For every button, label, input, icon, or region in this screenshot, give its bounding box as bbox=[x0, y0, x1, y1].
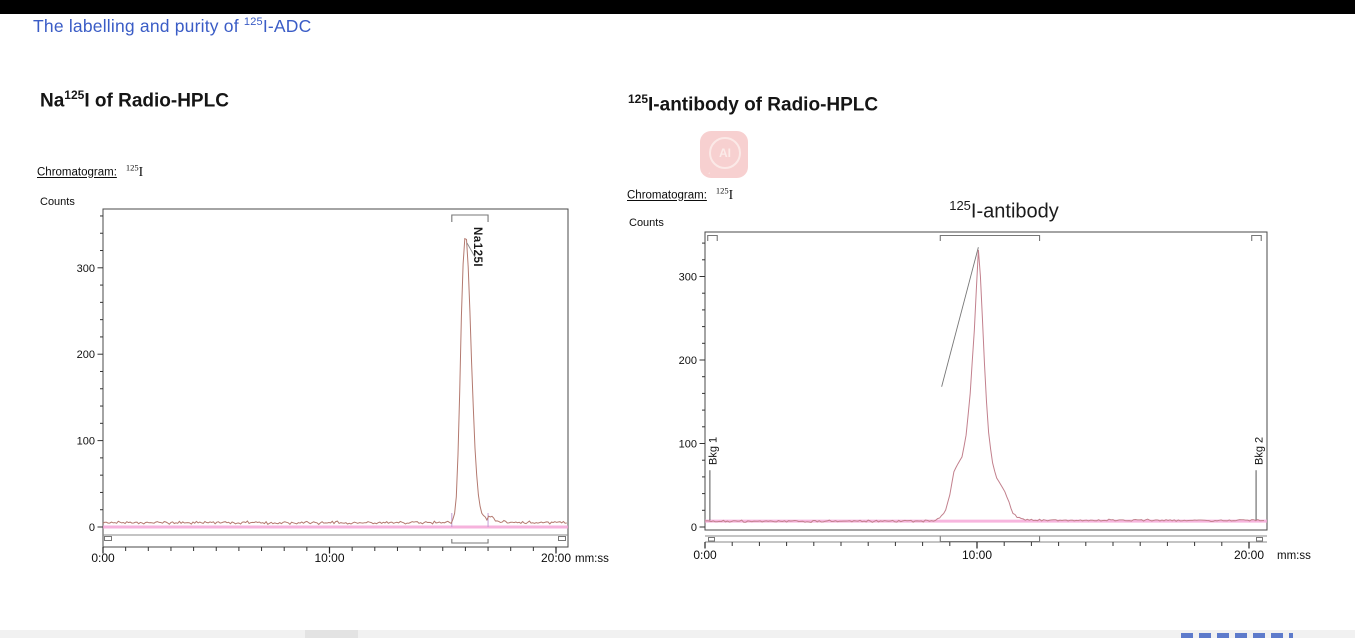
slide-title: The labelling and purity of 125I-ADC bbox=[33, 16, 311, 37]
plot-border bbox=[102, 208, 569, 548]
y-tick-label: 200 bbox=[679, 355, 697, 367]
left-isotope-sup: 125 bbox=[125, 162, 139, 172]
right-isotope: 125I bbox=[715, 185, 734, 202]
right-chromatogram-label: Chromatogram: 125I bbox=[627, 185, 733, 203]
x-axis-unit: mm:ss bbox=[1277, 550, 1311, 562]
ai-watermark-circle: AI bbox=[709, 137, 741, 169]
right-chromatogram-word: Chromatogram: bbox=[627, 189, 707, 202]
marker-square bbox=[558, 536, 566, 541]
right-annotation-rest: I-antibody bbox=[970, 200, 1059, 223]
y-tick-label: 200 bbox=[77, 349, 95, 361]
right-panel-heading: 125I-antibody of Radio-HPLC bbox=[628, 92, 878, 116]
marker-square bbox=[708, 537, 715, 542]
chromatogram-trace bbox=[704, 249, 1265, 523]
y-tick-label: 100 bbox=[77, 436, 95, 448]
chromatogram-trace bbox=[102, 237, 567, 526]
region-bracket bbox=[939, 234, 1041, 241]
right-chart-peak-title: 125I-antibody bbox=[904, 198, 1104, 224]
footer-bar-segment bbox=[305, 630, 358, 638]
right-counts-axis-label: Counts bbox=[629, 217, 664, 229]
bkg-marker-label: Bkg 2 bbox=[1254, 437, 1266, 465]
region-bracket bbox=[707, 234, 718, 241]
left-isotope: 125I bbox=[125, 162, 144, 179]
ai-watermark-label: AI bbox=[719, 146, 731, 160]
x-tick-label: 20:00 bbox=[541, 551, 571, 565]
right-annotation-sup: 125 bbox=[949, 198, 971, 213]
left-heading-sup: 125 bbox=[64, 88, 85, 102]
left-panel-heading: Na125I of Radio-HPLC bbox=[40, 88, 229, 112]
x-tick-label: 10:00 bbox=[314, 551, 344, 565]
region-bracket bbox=[451, 539, 489, 544]
ai-watermark-icon: AI bbox=[700, 131, 748, 178]
left-chromatogram-label: Chromatogram: 125I bbox=[37, 162, 143, 180]
slide-title-sup: 125 bbox=[243, 16, 263, 29]
left-isotope-symbol: I bbox=[138, 163, 144, 179]
marker-square bbox=[104, 536, 112, 541]
right-heading-rest: I-antibody of Radio-HPLC bbox=[648, 94, 879, 116]
chromatogram-chart-na125i: 0 100 200 300 0:00 10:00 20:00 mm:ss Na125I bbox=[77, 208, 609, 565]
y-tick-label: 100 bbox=[679, 439, 697, 451]
y-tick-label: 0 bbox=[89, 522, 95, 534]
y-tick-label: 300 bbox=[77, 263, 95, 275]
annotation-leader-line bbox=[941, 247, 979, 387]
region-bracket bbox=[939, 536, 1041, 543]
top-black-bar bbox=[0, 0, 1355, 14]
y-tick-label: 300 bbox=[679, 272, 697, 284]
left-chromatogram-word: Chromatogram: bbox=[37, 166, 117, 179]
right-isotope-sup: 125 bbox=[715, 185, 729, 195]
region-bracket bbox=[1251, 234, 1262, 241]
slide-title-prefix: The labelling and purity of bbox=[33, 16, 244, 36]
plot-border bbox=[704, 231, 1268, 531]
peak-label: Na125I bbox=[471, 227, 483, 267]
x-tick-label: 10:00 bbox=[962, 548, 992, 562]
y-tick-label: 0 bbox=[691, 522, 697, 534]
marker-square bbox=[1256, 537, 1263, 542]
left-counts-axis-label: Counts bbox=[40, 196, 75, 208]
left-heading-suffix: I of Radio-HPLC bbox=[84, 90, 229, 112]
right-heading-sup: 125 bbox=[628, 92, 649, 106]
bkg-marker-label: Bkg 1 bbox=[707, 437, 719, 465]
x-tick-label: 0:00 bbox=[693, 548, 717, 562]
footer-bar bbox=[0, 630, 1355, 638]
slide-title-suffix: I-ADC bbox=[262, 16, 312, 36]
x-tick-label: 0:00 bbox=[91, 551, 115, 565]
chromatogram-chart-125i-antibody: 0 100 200 300 0:00 10:00 20:00 mm:ss Bkg 1 Bkg 2 bbox=[679, 231, 1311, 562]
peak-label-leader bbox=[466, 242, 476, 258]
region-bracket bbox=[451, 214, 489, 222]
x-tick-label: 20:00 bbox=[1234, 548, 1264, 562]
right-isotope-symbol: I bbox=[728, 186, 734, 202]
left-heading-prefix: Na bbox=[40, 90, 65, 112]
x-axis-unit: mm:ss bbox=[575, 553, 609, 565]
cropped-logo-text bbox=[1181, 633, 1293, 638]
